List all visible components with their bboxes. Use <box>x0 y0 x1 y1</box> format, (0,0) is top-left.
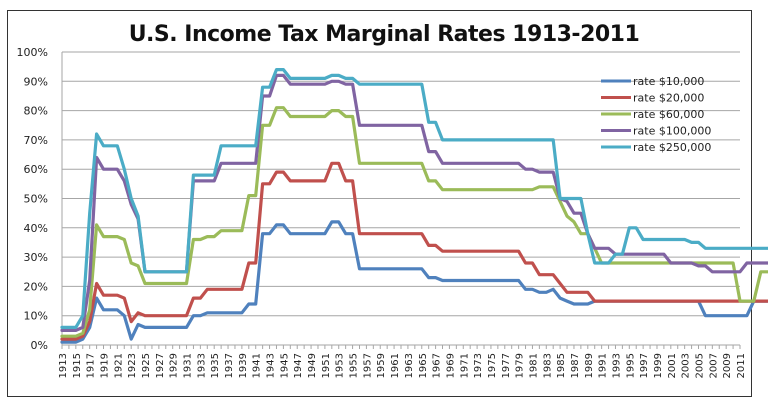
series-line-rate-60-000 <box>60 106 768 338</box>
gridlines <box>62 51 740 317</box>
x-tick-label: 1955 <box>349 353 360 378</box>
x-tick-label: 1937 <box>224 353 235 378</box>
x-tick-label: 1947 <box>293 353 304 378</box>
x-tick-label: 2003 <box>681 353 692 378</box>
series-lines <box>60 67 768 344</box>
legend: rate $10,000 rate $20,000 rate $60,000 rate… <box>601 75 711 154</box>
x-tick-label: 1923 <box>127 353 138 378</box>
y-tick-label: 40% <box>24 222 48 235</box>
x-tick-label: 1951 <box>321 353 332 378</box>
y-tick-label: 80% <box>24 105 48 118</box>
x-tick-label: 1945 <box>279 353 290 378</box>
x-tick-label: 1917 <box>86 353 97 378</box>
x-tick-label: 1973 <box>473 353 484 378</box>
x-tick-label: 1957 <box>362 353 373 378</box>
x-tick-label: 1997 <box>639 353 650 378</box>
legend-label: rate $20,000 <box>633 92 704 105</box>
x-tick-label: 2009 <box>722 353 733 378</box>
x-tick-label: 1925 <box>141 353 152 378</box>
x-tick-label: 1949 <box>307 353 318 378</box>
series-line-rate-250-000 <box>60 67 768 329</box>
x-tick-label: 1961 <box>390 353 401 378</box>
y-tick-label: 70% <box>24 134 48 147</box>
x-tick-label: 1939 <box>238 353 249 378</box>
x-tick-label: 1935 <box>210 353 221 378</box>
x-tick-label: 1965 <box>418 353 429 378</box>
y-axis-ticks: 0% 10% 20% 30% 40% 50% 60% 70% 80% 90% 100% <box>17 46 48 352</box>
x-tick-label: 1913 <box>58 353 69 378</box>
y-tick-label: 30% <box>24 251 48 264</box>
x-tick-label: 1987 <box>570 353 581 378</box>
x-tick-label: 1971 <box>459 353 470 378</box>
y-tick-label: 20% <box>24 280 48 293</box>
x-tick-label: 1927 <box>155 353 166 378</box>
x-tick-label: 2005 <box>694 353 705 378</box>
x-tick-label: 1999 <box>653 353 664 378</box>
x-tick-label: 1969 <box>445 353 456 378</box>
y-tick-label: 90% <box>24 75 48 88</box>
legend-label: rate $10,000 <box>633 75 704 88</box>
legend-label: rate $250,000 <box>633 141 711 154</box>
y-tick-label: 60% <box>24 163 48 176</box>
x-tick-label: 1953 <box>335 353 346 378</box>
y-tick-label: 100% <box>17 46 48 59</box>
y-tick-label: 50% <box>24 193 48 206</box>
x-tick-label: 1993 <box>611 353 622 378</box>
x-tick-label: 1941 <box>252 353 263 378</box>
x-tick-label: 2011 <box>736 353 747 378</box>
x-tick-label: 1983 <box>542 353 553 378</box>
x-tick-label: 2007 <box>708 353 719 378</box>
x-tick-label: 1919 <box>100 353 111 378</box>
x-axis-ticks: 1913 1915 1917 1919 1921 1923 1925 1927 1929 1931… <box>58 345 747 378</box>
legend-label: rate $60,000 <box>633 108 704 121</box>
x-tick-label: 1989 <box>584 353 595 378</box>
x-tick-label: 1981 <box>528 353 539 378</box>
x-tick-label: 1921 <box>113 353 124 378</box>
x-tick-label: 1979 <box>515 353 526 378</box>
x-tick-label: 2001 <box>667 353 678 378</box>
legend-label: rate $100,000 <box>633 125 711 138</box>
y-tick-label: 10% <box>24 310 48 323</box>
x-tick-label: 1995 <box>625 353 636 378</box>
x-tick-label: 1959 <box>376 353 387 378</box>
y-tick-label: 0% <box>31 339 48 352</box>
x-tick-label: 1929 <box>169 353 180 378</box>
x-tick-label: 1967 <box>432 353 443 378</box>
x-tick-label: 1977 <box>501 353 512 378</box>
x-tick-label: 1985 <box>556 353 567 378</box>
x-tick-label: 1963 <box>404 353 415 378</box>
x-tick-label: 1991 <box>598 353 609 378</box>
series-line-rate-20-000 <box>60 161 768 341</box>
x-tick-label: 1943 <box>266 353 277 378</box>
x-tick-label: 1975 <box>487 353 498 378</box>
x-tick-label: 1933 <box>196 353 207 378</box>
chart-title: U.S. Income Tax Marginal Rates 1913-2011 <box>128 22 640 47</box>
x-tick-label: 1931 <box>183 353 194 378</box>
x-tick-label: 1915 <box>72 353 83 378</box>
